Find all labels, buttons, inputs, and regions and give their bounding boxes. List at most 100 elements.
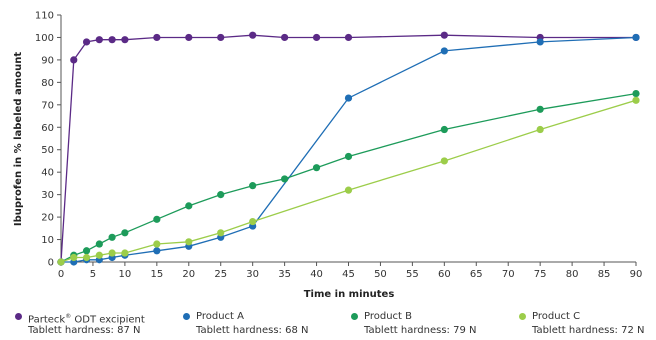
data-point (70, 253, 78, 262)
data-point (82, 38, 91, 46)
data-point (121, 229, 129, 237)
legend-sublabel: Tablett hardness: 79 N (364, 325, 477, 336)
y-axis-title: Ibuprofen in % labeled amount (13, 52, 24, 226)
y-tick-label: 70 (41, 100, 54, 111)
data-point (217, 33, 225, 42)
data-point (57, 258, 65, 266)
series-line (60, 34, 636, 263)
x-tick-label: 70 (502, 269, 515, 280)
y-tick-label: 110 (35, 11, 54, 22)
legend-sublabel: Tablett hardness: 87 N (28, 325, 141, 336)
data-point (440, 47, 448, 55)
data-point (281, 175, 289, 183)
x-tick-label: 80 (566, 269, 579, 280)
y-tick-label: 50 (41, 145, 54, 156)
series-4 (57, 96, 640, 266)
data-point (440, 31, 448, 39)
data-point (344, 33, 353, 42)
data-point (82, 253, 91, 262)
data-point (632, 96, 640, 104)
data-point (121, 249, 129, 257)
series-2 (57, 33, 640, 266)
y-tick-label: 80 (41, 78, 54, 89)
y-tick-label: 0 (48, 258, 54, 269)
x-tick-label: 75 (534, 269, 547, 280)
data-point (344, 94, 353, 102)
y-tick-label: 90 (41, 55, 54, 66)
data-point (185, 33, 193, 42)
data-point (108, 36, 116, 44)
x-tick-label: 65 (470, 269, 483, 280)
legend-marker (15, 313, 22, 320)
data-point (70, 56, 78, 64)
data-point (121, 36, 129, 44)
y-tick-label: 60 (41, 123, 54, 134)
x-tick-label: 50 (374, 269, 387, 280)
legend: Parteck® ODT excipient Tablett hardness: … (0, 310, 656, 340)
data-point (312, 164, 321, 172)
x-tick-label: 0 (58, 269, 64, 280)
x-tick-label: 45 (342, 269, 355, 280)
legend-marker (183, 313, 190, 320)
data-point (440, 125, 448, 134)
x-tick-label: 25 (214, 269, 227, 280)
data-point (185, 238, 193, 246)
legend-label: Parteck® ODT excipient (28, 313, 145, 326)
data-point (153, 215, 161, 223)
data-point (249, 31, 257, 39)
x-tick-label: 35 (278, 269, 291, 280)
legend-marker (519, 313, 526, 320)
x-tick-label: 85 (598, 269, 611, 280)
y-tick-label: 40 (41, 168, 54, 179)
x-axis-title: Time in minutes (304, 289, 395, 300)
series-line (60, 92, 637, 263)
data-point (281, 33, 289, 42)
series-layer (57, 31, 640, 266)
legend-marker (351, 313, 358, 320)
data-point (185, 202, 193, 210)
x-tick-label: 40 (310, 269, 323, 280)
data-point (249, 217, 257, 226)
series-line (60, 99, 637, 263)
axes: 0 10 20 30 40 50 60 70 80 90 100 110 0 5 10 15 20 25 30 35 4… (35, 11, 642, 281)
data-point (536, 105, 544, 113)
x-tick-label: 55 (406, 269, 419, 280)
data-point (440, 157, 448, 165)
data-point (632, 33, 640, 42)
data-point (108, 233, 116, 241)
legend-label: Product A (196, 311, 244, 322)
data-point (312, 33, 321, 42)
x-tick-label: 60 (438, 269, 451, 280)
y-tick-label: 100 (35, 33, 54, 44)
data-point (217, 229, 225, 237)
data-point (82, 247, 91, 255)
data-point (153, 33, 161, 42)
data-point (344, 152, 353, 161)
data-point (95, 36, 103, 44)
data-point (95, 240, 103, 248)
legend-sublabel: Tablett hardness: 72 N (532, 325, 645, 336)
x-tick-label: 90 (630, 269, 643, 280)
data-point (95, 251, 103, 259)
series-3 (57, 89, 640, 266)
y-tick-label: 10 (41, 235, 54, 246)
data-point (153, 240, 161, 248)
data-point (344, 186, 353, 194)
series-line (61, 36, 637, 263)
data-point (536, 38, 544, 46)
data-point (153, 247, 161, 255)
x-tick-label: 10 (119, 269, 132, 280)
data-point (217, 191, 225, 199)
data-point (108, 249, 116, 257)
data-point (536, 125, 544, 134)
y-tick-label: 30 (41, 190, 54, 201)
x-tick-label: 5 (90, 269, 96, 280)
series-1 (57, 31, 640, 266)
legend-label: Product C (532, 311, 581, 322)
data-point (249, 182, 257, 190)
legend-sublabel: Tablett hardness: 68 N (196, 325, 309, 336)
data-point (632, 89, 640, 98)
chart: 0 10 20 30 40 50 60 70 80 90 100 110 0 5 10 15 20 25 30 35 4… (13, 11, 642, 301)
legend-label: Product B (364, 311, 413, 322)
x-tick-label: 20 (182, 269, 195, 280)
